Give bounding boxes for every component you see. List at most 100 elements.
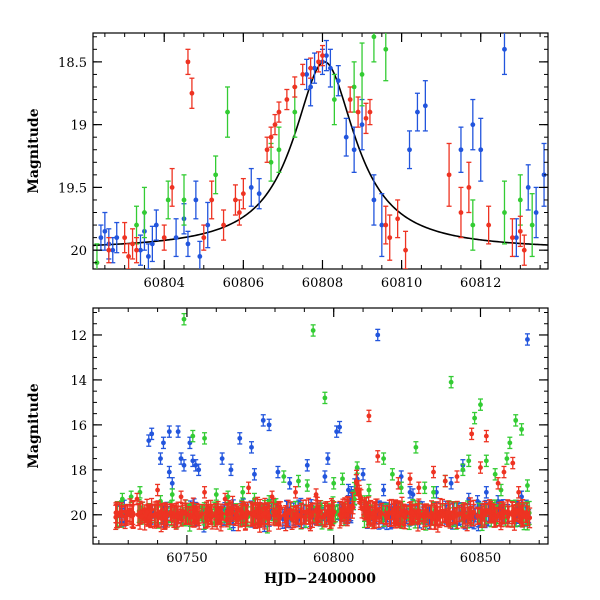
- bottom-y-tick-label: 16: [70, 419, 87, 434]
- bottom-series-0-outlier-point: [304, 459, 310, 472]
- top-series-2-point: [272, 113, 278, 136]
- bottom-series-1-outlier-point: [202, 432, 208, 445]
- top-series-2-point: [189, 77, 195, 109]
- bottom-y-axis-title: Magnitude: [26, 383, 42, 468]
- bottom-series-2-outlier-point: [442, 474, 448, 488]
- bottom-series-2-baseline-point: [505, 499, 511, 524]
- bottom-series-2-baseline-point: [164, 503, 170, 528]
- bottom-series-1-outlier-point: [119, 492, 125, 506]
- bottom-series-0-outlier-point: [219, 452, 225, 465]
- top-y-tick-label: 19: [70, 119, 87, 134]
- top-series-2-point: [395, 199, 401, 239]
- bottom-series-2-baseline-point: [127, 498, 133, 524]
- bottom-series-2-outlier-point: [483, 429, 489, 443]
- bottom-series-2-baseline-point: [440, 508, 446, 523]
- top-series-2-point: [458, 186, 464, 239]
- bottom-series-0-outlier-point: [360, 468, 366, 481]
- bottom-series-0-outlier-point: [166, 465, 172, 479]
- bottom-series-0-outlier-point: [249, 441, 255, 454]
- bottom-series-0-outlier-point: [251, 468, 257, 481]
- bottom-series-2-baseline-point: [191, 507, 197, 528]
- bottom-series-1-outlier-point: [389, 468, 395, 481]
- top-series-2-point: [268, 126, 274, 148]
- top-series-2-point: [355, 96, 361, 128]
- bottom-series-1-outlier-point: [483, 454, 489, 468]
- top-series-0-point: [414, 92, 420, 132]
- bottom-series-2-baseline-point: [208, 505, 214, 526]
- bottom-series-2-outlier-point: [246, 481, 252, 495]
- bottom-series-0-outlier-point: [322, 470, 328, 483]
- bottom-series-1-outlier-point: [366, 483, 372, 497]
- top-series-2-point: [161, 224, 167, 251]
- bottom-series-0-outlier-point: [149, 427, 155, 441]
- top-series-0-point: [359, 98, 365, 151]
- top-series-0-point: [304, 58, 310, 91]
- top-series-0-point: [102, 211, 108, 251]
- bottom-series-0-outlier-point: [237, 432, 243, 445]
- top-series-1-point: [181, 174, 187, 226]
- top-series-0-point: [98, 224, 104, 251]
- bottom-data-marks: [113, 312, 533, 534]
- bottom-series-2-baseline-point: [347, 504, 353, 519]
- top-series-0-point: [193, 180, 199, 220]
- top-series-2-point: [509, 218, 515, 258]
- top-series-2-point: [221, 209, 227, 241]
- bottom-series-0-outlier-point: [187, 436, 193, 450]
- top-series-2-point: [486, 205, 492, 245]
- bottom-series-0-outlier-point: [325, 452, 331, 465]
- top-series-0-point: [351, 126, 357, 173]
- bottom-series-2-outlier-point: [134, 492, 140, 506]
- bottom-series-2-baseline-point: [416, 498, 422, 525]
- top-series-2-point: [347, 86, 353, 113]
- top-series-0-point: [145, 243, 151, 269]
- top-series-1-point: [213, 155, 219, 195]
- top-plot-frame: [92, 32, 549, 270]
- bottom-series-1-outlier-point: [466, 454, 472, 468]
- bottom-series-2-baseline-point: [119, 502, 125, 521]
- top-x-tick-label: 60810: [381, 276, 422, 291]
- bottom-series-2-outlier-point: [293, 486, 299, 499]
- bottom-series-2-baseline-point: [261, 502, 267, 525]
- top-series-2-point: [240, 177, 246, 210]
- top-series-1-point: [383, 33, 389, 82]
- bottom-x-axis-title: HJD−2400000: [264, 571, 376, 587]
- bottom-series-1-outlier-point: [492, 468, 498, 481]
- bottom-series-1-outlier-point: [477, 398, 483, 411]
- bottom-series-2-baseline-point: [431, 502, 437, 530]
- bottom-series-2-baseline-point: [451, 510, 457, 524]
- top-series-1-point: [276, 126, 282, 173]
- top-series-2-point: [521, 234, 527, 266]
- top-y-tick-label: 19.5: [58, 181, 87, 196]
- bottom-series-2-baseline-point: [338, 507, 344, 527]
- bottom-series-1-outlier-point: [295, 474, 301, 488]
- bottom-series-2-outlier-point: [477, 461, 483, 474]
- bottom-series-0-outlier-point: [275, 465, 281, 479]
- bottom-series-2-baseline-point: [491, 510, 497, 528]
- bottom-series-1-outlier-point: [137, 486, 143, 499]
- bottom-series-2-baseline-point: [271, 507, 277, 524]
- top-series-1-point: [470, 199, 476, 251]
- top-series-0-point: [137, 234, 143, 266]
- top-series-0-point: [478, 117, 484, 182]
- bottom-series-2-baseline-point: [295, 504, 301, 526]
- bottom-series-0-outlier-point: [398, 470, 404, 483]
- top-series-0-point: [335, 64, 341, 97]
- bottom-series-2-baseline-point: [308, 505, 314, 525]
- bottom-series-2-baseline-point: [478, 508, 484, 524]
- bottom-series-2-baseline-point: [487, 499, 493, 524]
- top-y-tick-label: 18.5: [58, 56, 87, 71]
- top-x-tick-label: 60808: [302, 276, 343, 291]
- bottom-series-2-baseline-point: [250, 504, 256, 525]
- bottom-series-2-baseline-point: [285, 499, 291, 528]
- top-series-0-point: [422, 80, 428, 132]
- bottom-axes: 12 14 16 18 20 60750 60800 60850: [70, 308, 548, 566]
- bottom-series-2-baseline-point: [420, 503, 426, 530]
- top-x-tick-label: 60804: [144, 276, 185, 291]
- bottom-series-1-outlier-point: [340, 472, 346, 486]
- bottom-series-1-outlier-point: [190, 429, 196, 443]
- top-series-0-point: [256, 177, 262, 210]
- bottom-series-2-baseline-point: [520, 504, 526, 527]
- top-series-0-point: [470, 98, 476, 151]
- bottom-series-0-outlier-point: [146, 434, 152, 447]
- bottom-series-1-outlier-point: [213, 488, 219, 501]
